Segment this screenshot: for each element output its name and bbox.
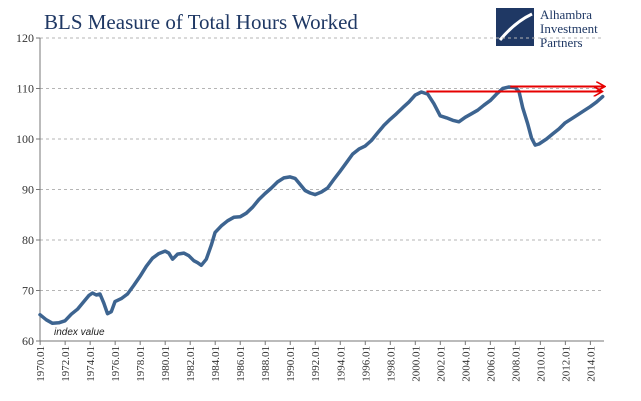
- x-tick-label: 2006.01: [485, 346, 497, 382]
- logo-swoosh: [498, 12, 533, 41]
- x-tick-label: 1992.01: [310, 346, 322, 382]
- x-tick-label: 2008.01: [510, 346, 522, 382]
- index-value-note: index value: [54, 327, 105, 338]
- x-tick-label: 2004.01: [460, 346, 472, 382]
- x-tick-label: 1990.01: [285, 346, 297, 382]
- y-tick-label: 80: [22, 233, 34, 247]
- y-tick-label: 110: [16, 82, 34, 96]
- y-tick-label: 70: [22, 284, 34, 298]
- x-tick-label: 1980.01: [160, 346, 172, 382]
- chart-title: BLS Measure of Total Hours Worked: [44, 10, 358, 34]
- reference-arrows: [426, 86, 604, 91]
- x-tick-label: 1996.01: [360, 346, 372, 382]
- x-tick-label: 1988.01: [260, 346, 272, 382]
- axes: [39, 38, 604, 342]
- x-tick-label: 1974.01: [85, 346, 97, 382]
- logo: Alhambra Investment Partners: [496, 7, 598, 50]
- x-tick-label: 1976.01: [110, 346, 122, 382]
- x-tick-label: 2010.01: [535, 346, 547, 382]
- x-tick-label: 2000.01: [410, 346, 422, 382]
- x-tick-label: 1982.01: [185, 346, 197, 382]
- x-tick-label: 2014.01: [585, 346, 597, 382]
- x-tick-label: 1984.01: [210, 346, 222, 382]
- logo-mark: [496, 8, 534, 46]
- logo-line-3: Partners: [540, 35, 583, 50]
- y-tick-label: 120: [16, 31, 34, 45]
- x-axis-ticks: 1970.01 1972.01 1974.01 1976.01 1978.01 1980.…: [35, 341, 597, 382]
- gridlines: [40, 37, 604, 291]
- x-tick-label: 1998.01: [385, 346, 397, 382]
- y-tick-label: 90: [22, 183, 34, 197]
- y-tick-label: 100: [16, 132, 34, 146]
- x-tick-label: 1970.01: [35, 346, 47, 382]
- y-tick-label: 60: [22, 334, 34, 348]
- y-axis-ticks: 60 70 80 90 100 110 120: [16, 31, 40, 348]
- x-tick-label: 2012.01: [560, 346, 572, 382]
- logo-line-2: Investment: [540, 21, 598, 36]
- x-tick-label: 1986.01: [235, 346, 247, 382]
- x-tick-label: 1994.01: [335, 346, 347, 382]
- x-tick-label: 1972.01: [60, 346, 72, 382]
- x-tick-label: 1978.01: [135, 346, 147, 382]
- series-line-total-hours: [38, 85, 605, 326]
- x-tick-label: 2002.01: [435, 346, 447, 382]
- logo-line-1: Alhambra: [540, 7, 592, 22]
